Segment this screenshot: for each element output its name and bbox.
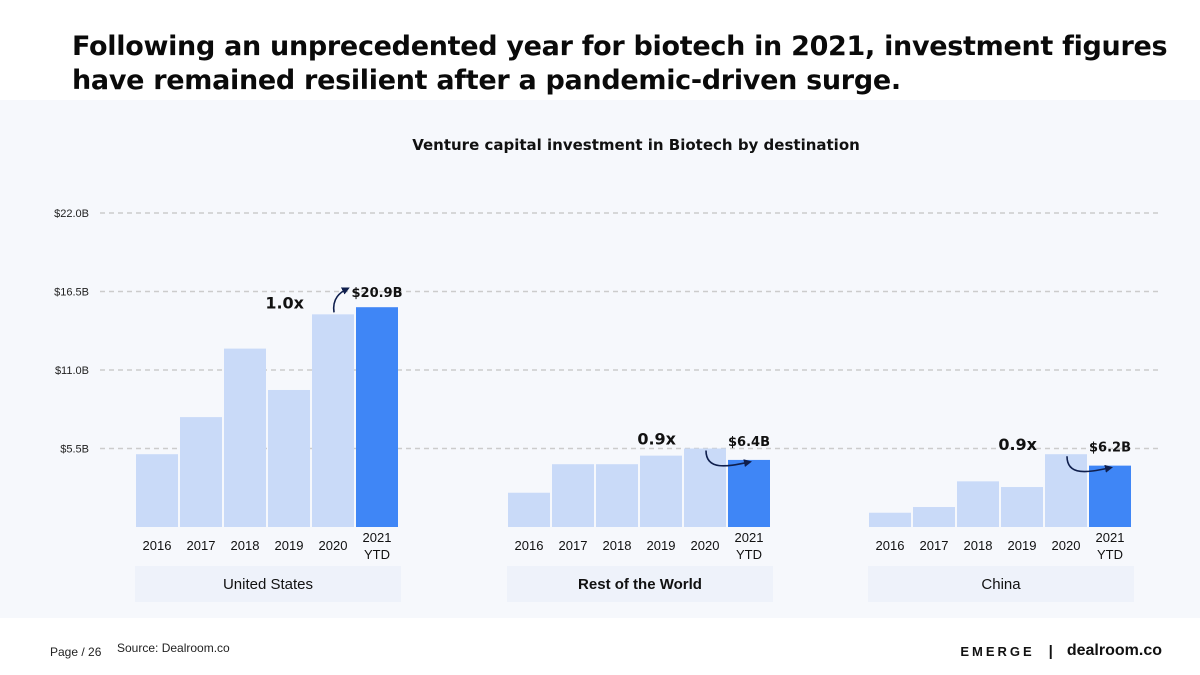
growth-label: 1.0x bbox=[265, 293, 304, 312]
dealroom-logo: dealroom.co bbox=[1066, 642, 1162, 659]
x-tick-label: 2017 bbox=[559, 538, 588, 553]
x-tick-label: 2020 bbox=[691, 538, 720, 553]
bar bbox=[869, 512, 911, 527]
bar-chart: Venture capital investment in Biotech by… bbox=[54, 136, 1158, 602]
brand-logos: EMERGE | dealroom.co bbox=[960, 642, 1162, 660]
group-label-background bbox=[868, 566, 1134, 602]
group-label: China bbox=[981, 576, 1021, 593]
source-note: Source: Dealroom.co bbox=[117, 641, 230, 655]
trend-arrow bbox=[1066, 456, 1113, 473]
value-label: $20.9B bbox=[351, 286, 402, 301]
x-tick-label: 2017 bbox=[187, 538, 216, 553]
group-label: Rest of the World bbox=[578, 576, 702, 593]
value-label: $6.4B bbox=[728, 435, 770, 450]
trend-arrow bbox=[332, 287, 350, 313]
x-tick-label: 2021 bbox=[363, 530, 392, 545]
emerge-logo: EMERGE bbox=[960, 643, 1035, 659]
bar bbox=[136, 454, 178, 527]
x-tick-label: 2021 bbox=[735, 530, 764, 545]
x-tick-label: 2016 bbox=[876, 538, 905, 553]
bar bbox=[268, 389, 310, 527]
group-label: United States bbox=[223, 576, 313, 593]
bar bbox=[552, 464, 594, 527]
bar bbox=[508, 492, 550, 527]
x-tick-label: 2018 bbox=[603, 538, 632, 553]
x-tick-label: 2020 bbox=[319, 538, 348, 553]
x-tick-label: YTD bbox=[364, 547, 390, 562]
x-tick-label: 2017 bbox=[920, 538, 949, 553]
y-tick-label: $11.0B bbox=[55, 365, 89, 377]
bar bbox=[957, 481, 999, 527]
bar bbox=[356, 307, 398, 527]
x-tick-label: 2020 bbox=[1052, 538, 1081, 553]
page-title: Following an unprecedented year for biot… bbox=[72, 31, 1168, 96]
group-label-background bbox=[135, 566, 401, 602]
bar bbox=[728, 459, 770, 527]
annotations: $20.9B 1.0x $6.4B 0.9x $6.2B 0.9x bbox=[265, 286, 1131, 473]
growth-label: 0.9x bbox=[637, 430, 676, 449]
chart-title: Venture capital investment in Biotech by… bbox=[412, 136, 860, 154]
x-tick-label: 2018 bbox=[964, 538, 993, 553]
bar bbox=[684, 448, 726, 527]
bar bbox=[1001, 487, 1043, 527]
brand-separator: | bbox=[1048, 642, 1053, 660]
chart-panel: Venture capital investment in Biotech by… bbox=[0, 100, 1200, 618]
growth-label: 0.9x bbox=[998, 435, 1037, 454]
x-tick-label: 2016 bbox=[515, 538, 544, 553]
trend-arrow bbox=[705, 450, 752, 468]
y-tick-label: $5.5B bbox=[60, 444, 89, 456]
x-tick-label: 2019 bbox=[647, 538, 676, 553]
bar bbox=[596, 464, 638, 527]
value-label: $6.2B bbox=[1089, 441, 1131, 456]
y-axis: $22.0B $16.5B $11.0B $5.5B bbox=[54, 208, 89, 456]
group-label-background bbox=[507, 566, 773, 602]
bar bbox=[1089, 465, 1131, 527]
bars bbox=[136, 307, 1131, 527]
bar bbox=[224, 348, 266, 527]
bar bbox=[1045, 454, 1087, 527]
y-tick-label: $16.5B bbox=[54, 287, 89, 299]
x-axis-labels: 2016 2017 2018 2019 2020 2021 YTD United States… bbox=[135, 530, 1134, 602]
x-tick-label: 2019 bbox=[275, 538, 304, 553]
x-tick-label: 2019 bbox=[1008, 538, 1037, 553]
y-tick-label: $22.0B bbox=[54, 208, 89, 220]
bar bbox=[640, 455, 682, 527]
bar bbox=[180, 417, 222, 527]
x-tick-label: 2021 bbox=[1096, 530, 1125, 545]
x-tick-label: 2018 bbox=[231, 538, 260, 553]
bar bbox=[312, 314, 354, 527]
page-number: Page / 26 bbox=[50, 645, 102, 659]
bar bbox=[913, 507, 955, 527]
x-tick-label: YTD bbox=[1097, 547, 1123, 562]
x-tick-label: 2016 bbox=[143, 538, 172, 553]
x-tick-label: YTD bbox=[736, 547, 762, 562]
